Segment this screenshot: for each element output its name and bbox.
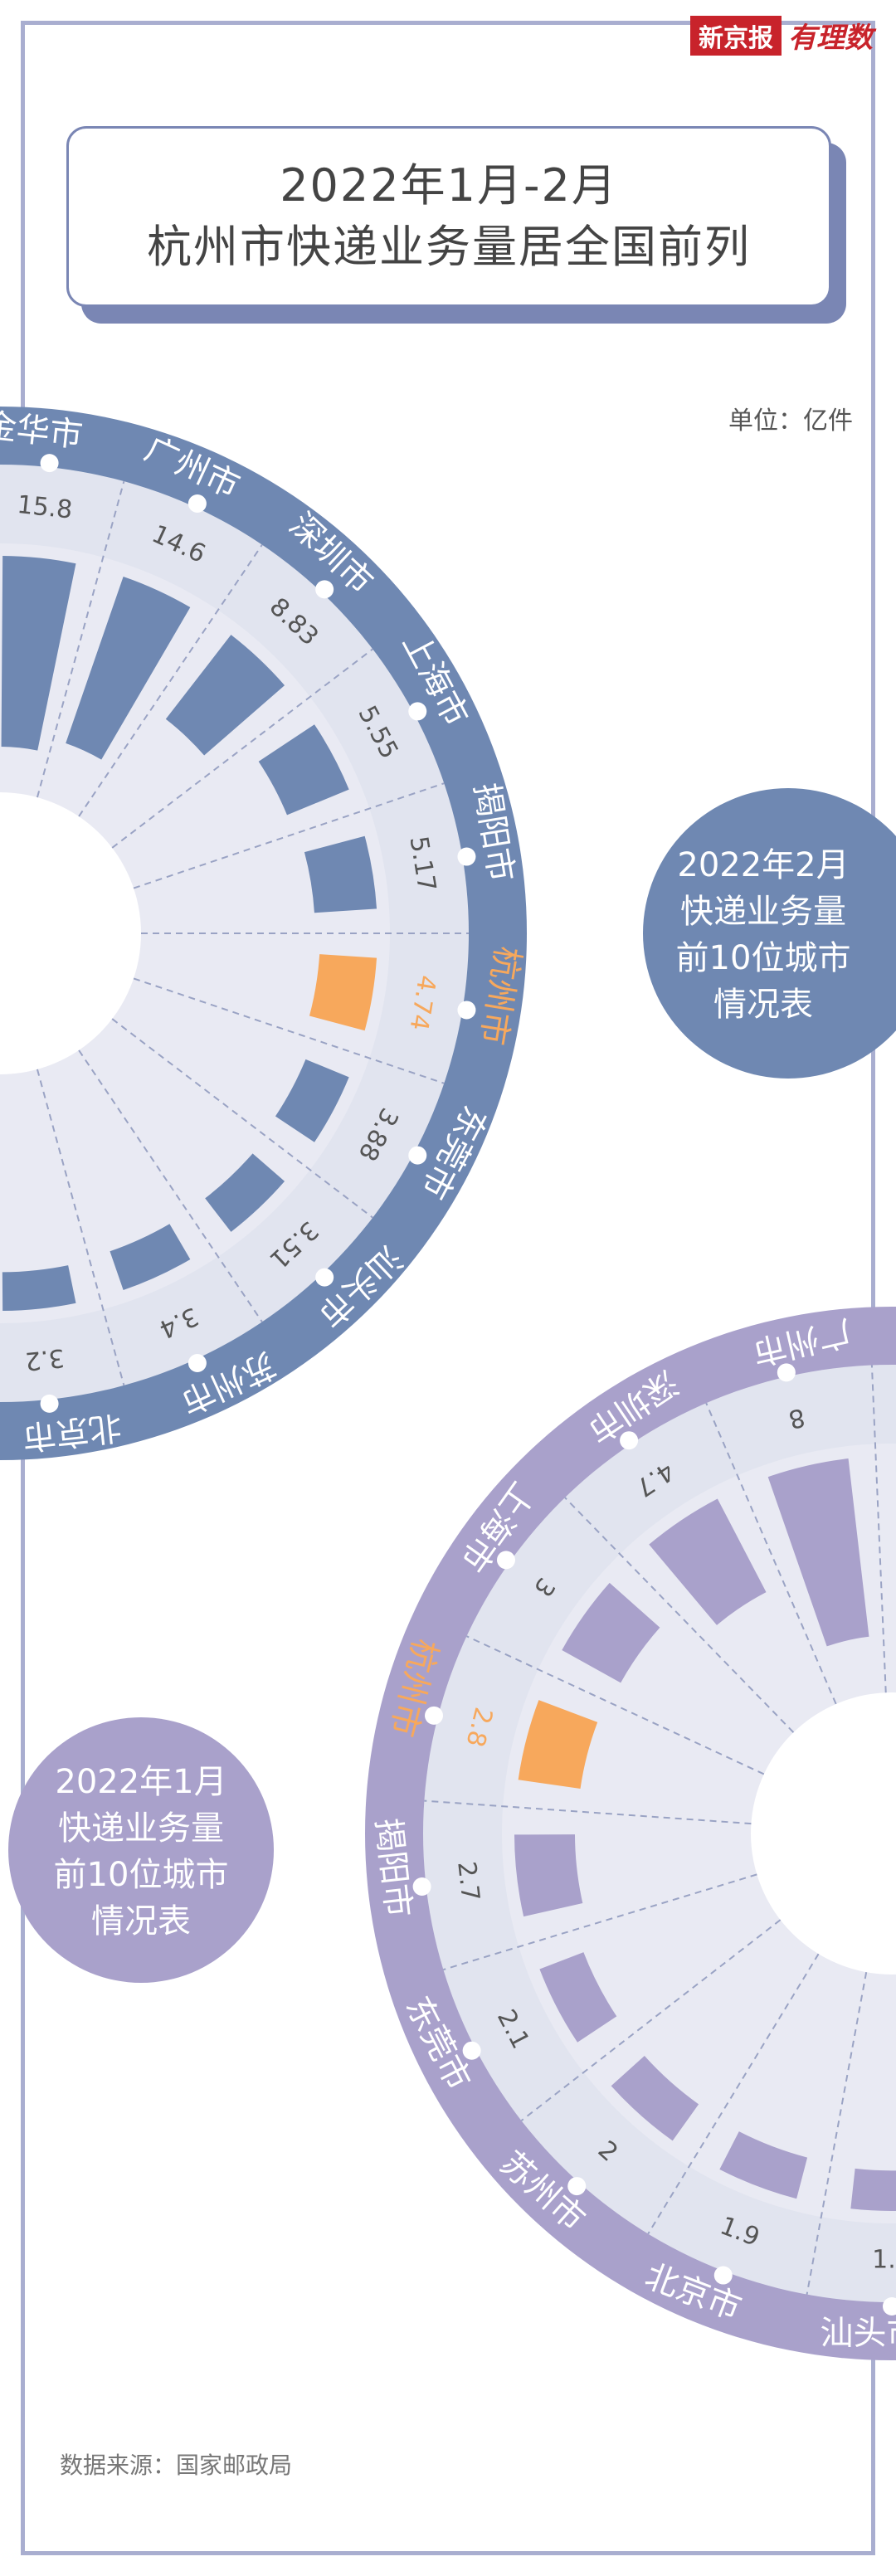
data-source: 数据来源：国家邮政局: [60, 2452, 293, 2479]
feb-dot-5: [457, 847, 476, 866]
feb-separator: [111, 1018, 373, 1219]
feb-bar-3: [165, 635, 285, 756]
jan-separator: [647, 1953, 820, 2235]
jan-dot-5: [425, 1706, 444, 1725]
feb-dot-4: [408, 702, 427, 721]
jan-value-label-10: 1.8: [872, 2246, 896, 2275]
title-box: 2022年1月-2月 杭州市快递业务量居全国前列: [66, 126, 831, 307]
jan-value-label-6: 2.7: [451, 1860, 485, 1902]
jan-hole: [751, 1692, 896, 1975]
jan-title-circle: [8, 1717, 274, 1983]
feb-dot-3: [315, 580, 334, 599]
logo-sub: 有理数: [788, 22, 873, 55]
jan-separator: [806, 1972, 868, 2295]
jan-dot-2: [777, 1363, 796, 1382]
feb-bar-7: [275, 1059, 349, 1142]
jan-chart-title: 2022年1月 快递业务量前10位城市 情况表: [29, 1759, 253, 1945]
logo-brand: 新京报: [690, 15, 782, 56]
feb-bar-8: [205, 1153, 285, 1232]
jan-bar-6: [514, 1834, 583, 1917]
jan-separator: [520, 1919, 782, 2121]
jan-separator: [564, 1497, 795, 1733]
jan-chart-title-line-1: 2022年1月: [55, 1763, 227, 1801]
jan-radial-chart: 8.51金华市8广州市4.7深圳市3上海市2.8杭州市2.7揭阳市2.1东莞市2…: [365, 1307, 896, 2360]
jan-chart-title-line-2: 快递业务量: [58, 1809, 224, 1848]
jan-separator: [424, 1799, 752, 1825]
feb-dot-8: [315, 1268, 334, 1287]
feb-dot-7: [408, 1146, 427, 1165]
jan-separator: [705, 1402, 837, 1705]
jan-bar-4: [562, 1582, 660, 1683]
feb-dot-10: [40, 1394, 59, 1413]
feb-separator: [36, 1069, 125, 1386]
logo: 新京报 有理数: [690, 15, 873, 56]
feb-separator: [78, 1049, 263, 1322]
feb-dot-9: [187, 1353, 207, 1372]
jan-dot-8: [567, 2177, 587, 2196]
jan-bar-5: [518, 1700, 598, 1790]
feb-separator: [78, 544, 263, 817]
jan-bar-7: [539, 1952, 617, 2043]
jan-bar-10: [850, 2168, 896, 2211]
jan-separator: [466, 1635, 765, 1775]
feb-value-label-10: 3.2: [23, 1342, 66, 1376]
feb-bar-5: [304, 835, 377, 913]
feb-hole: [0, 792, 141, 1074]
feb-dot-1: [40, 454, 59, 473]
feb-chart-title: 2022年2月 快递业务量前10位城市 情况表: [639, 842, 888, 1028]
feb-bar-6: [309, 954, 377, 1031]
jan-separator: [443, 1873, 757, 1971]
feb-chart-title-line-1: 2022年2月: [677, 846, 850, 884]
jan-city-label-10: 汕头市: [821, 2314, 896, 2352]
feb-chart-title-line-2: 快递业务量: [680, 893, 846, 931]
feb-separator: [36, 480, 125, 798]
title-line-2: 杭州市快递业务量居全国前列: [147, 221, 751, 273]
feb-separator: [111, 648, 373, 849]
title-line-1: 2022年1月-2月: [280, 159, 618, 212]
feb-title-circle: [643, 788, 896, 1079]
jan-chart-title-line-4: 情况表: [91, 1902, 191, 1941]
feb-bar-9: [110, 1224, 191, 1291]
jan-bar-9: [719, 2131, 808, 2199]
jan-dot-4: [496, 1551, 515, 1570]
feb-bar-4: [258, 724, 349, 816]
feb-bar-2: [66, 576, 191, 760]
feb-chart-title-line-3: 前10位城市: [675, 939, 851, 977]
feb-bar-1: [1, 556, 76, 751]
feb-value-label-1: 15.8: [16, 490, 74, 525]
jan-dot-3: [620, 1431, 639, 1450]
jan-bar-8: [611, 2056, 699, 2141]
jan-dot-6: [412, 1877, 431, 1896]
feb-bar-10: [2, 1265, 76, 1311]
jan-dot-10: [883, 2297, 896, 2315]
jan-bar-3: [649, 1498, 767, 1625]
jan-dot-7: [462, 2041, 481, 2060]
feb-separator: [133, 782, 445, 889]
jan-chart-title-line-3: 前10位城市: [53, 1856, 229, 1894]
feb-separator: [133, 977, 445, 1084]
jan-separator: [870, 1365, 887, 1693]
unit-label: 单位：亿件: [728, 407, 853, 436]
feb-dot-6: [457, 1001, 476, 1020]
feb-dot-2: [187, 494, 207, 514]
feb-chart-title-line-4: 情况表: [713, 986, 813, 1024]
jan-bar-2: [767, 1458, 869, 1647]
jan-dot-9: [713, 2266, 733, 2285]
